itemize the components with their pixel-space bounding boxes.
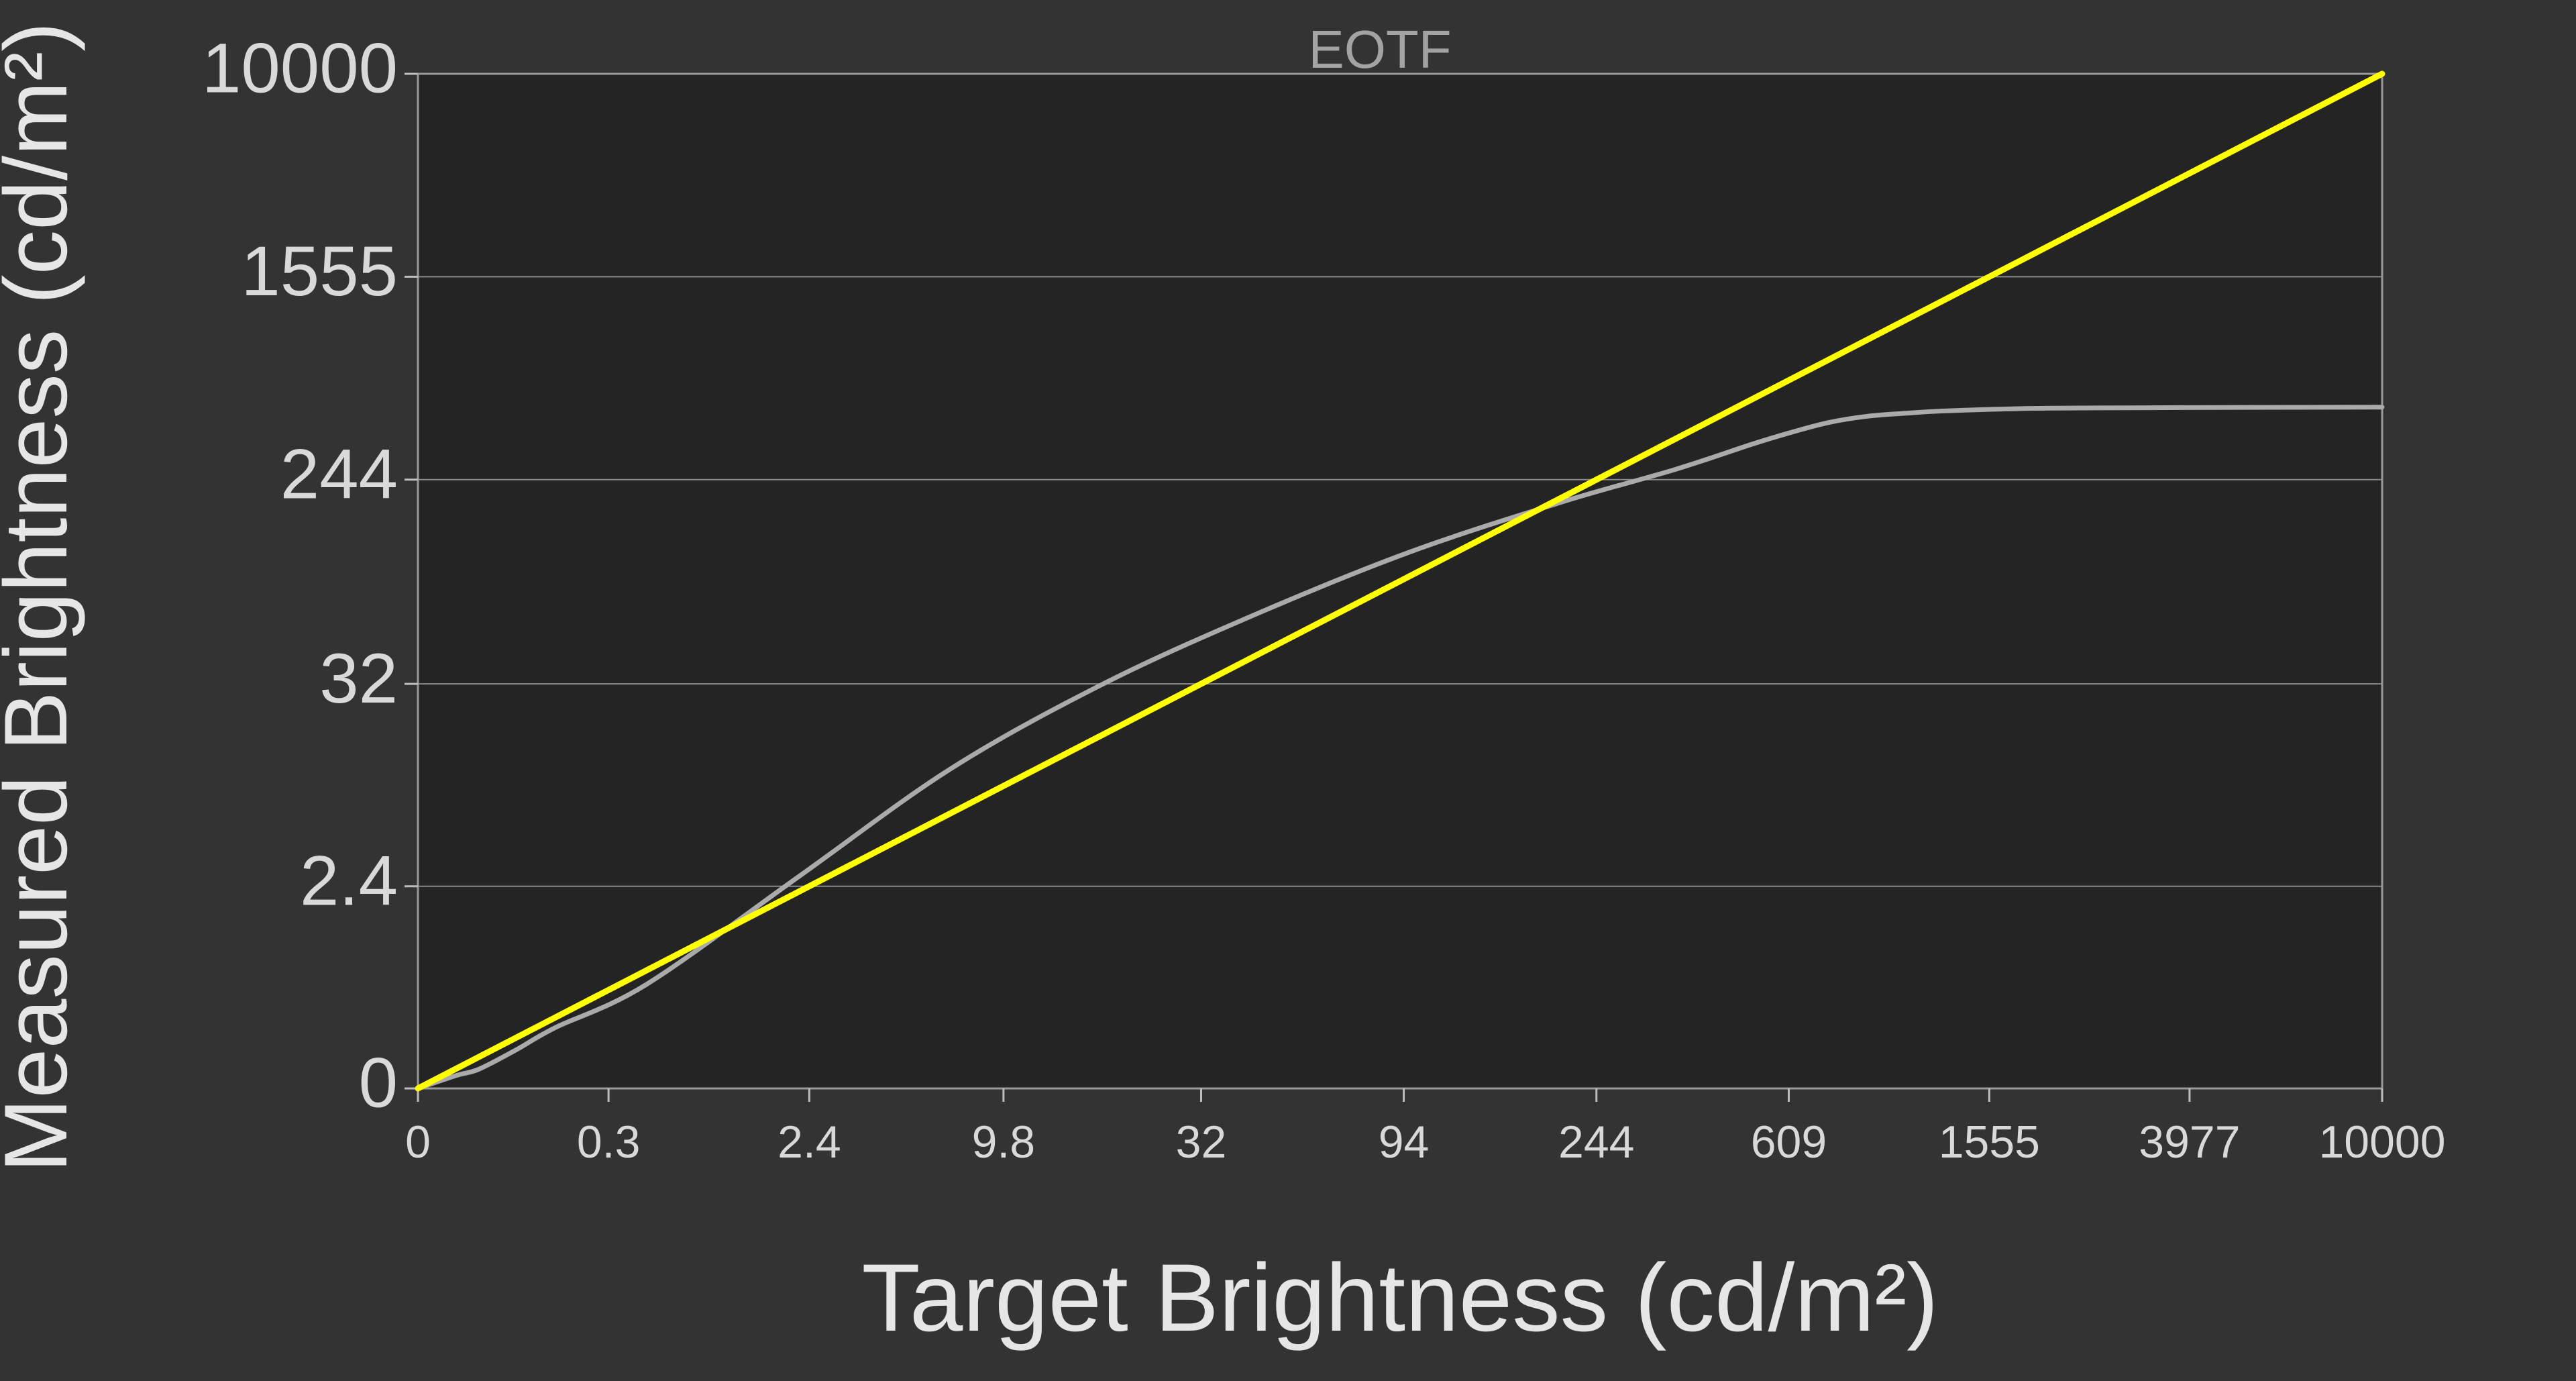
- svg-text:94: 94: [1379, 1117, 1430, 1168]
- svg-text:0.3: 0.3: [577, 1117, 641, 1168]
- svg-text:244: 244: [280, 436, 398, 514]
- svg-text:10000: 10000: [202, 30, 398, 108]
- svg-text:2.4: 2.4: [777, 1117, 841, 1168]
- svg-text:0: 0: [405, 1117, 431, 1168]
- svg-text:32: 32: [319, 640, 398, 718]
- svg-text:EOTF: EOTF: [1308, 19, 1451, 79]
- svg-text:1555: 1555: [241, 232, 398, 311]
- svg-text:Measured Brightness (cd/m²): Measured Brightness (cd/m²): [0, 22, 86, 1173]
- svg-text:2.4: 2.4: [300, 841, 398, 920]
- svg-text:1555: 1555: [1939, 1117, 2040, 1168]
- svg-text:609: 609: [1751, 1117, 1827, 1168]
- svg-text:244: 244: [1558, 1117, 1634, 1168]
- svg-text:32: 32: [1176, 1117, 1227, 1168]
- svg-text:10000: 10000: [2318, 1117, 2445, 1168]
- svg-text:0: 0: [359, 1044, 398, 1123]
- svg-text:9.8: 9.8: [972, 1117, 1036, 1168]
- svg-text:Target Brightness (cd/m²): Target Brightness (cd/m²): [861, 1245, 1938, 1351]
- svg-text:3977: 3977: [2139, 1117, 2240, 1168]
